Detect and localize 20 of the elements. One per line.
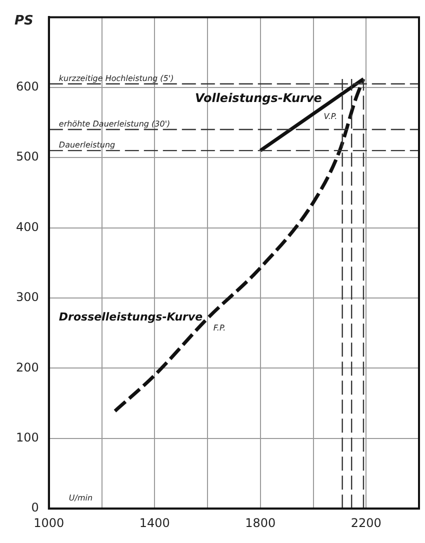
y-tick-label: 400 — [16, 220, 39, 234]
ref-line-label: erhöhte Dauerleistung (30') — [58, 120, 170, 129]
x-tick-label: 2200 — [350, 516, 382, 530]
ref-line-label: Dauerleistung — [58, 140, 116, 150]
x-tick-label: 1000 — [34, 516, 64, 530]
y-tick-label: 100 — [16, 430, 39, 445]
series-label: Volleistungs-Kurve — [195, 90, 322, 105]
y-axis-title: PS — [14, 14, 34, 29]
y-tick-label: 600 — [16, 80, 39, 94]
x-axis-title: U/min — [68, 494, 93, 503]
x-tick-label: 1800 — [245, 516, 276, 530]
y-tick-label: 500 — [16, 150, 39, 164]
y-tick-label: 200 — [16, 360, 39, 374]
y-tick-label: 0 — [31, 500, 39, 515]
annotation: V.P. — [324, 112, 338, 122]
x-tick-label: 1400 — [139, 516, 170, 530]
y-tick-label: 300 — [16, 290, 39, 304]
ref-line-label: kurzzeitige Hochleistung (5') — [58, 74, 174, 83]
series-label: Drosselleistungs-Kurve — [58, 310, 204, 324]
annotation: F.P. — [213, 323, 226, 332]
